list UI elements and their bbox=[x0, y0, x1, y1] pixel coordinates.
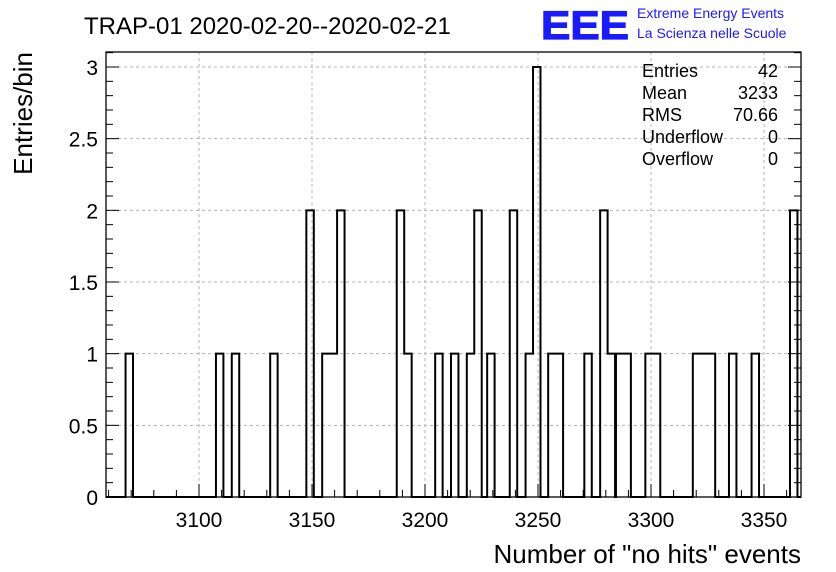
histogram-bin bbox=[126, 354, 133, 497]
stats-entries-label: Entries bbox=[642, 61, 698, 81]
x-tick-label: 3200 bbox=[402, 509, 449, 532]
stats-overflow-value: 0 bbox=[768, 149, 778, 169]
stats-overflow-label: Overflow bbox=[642, 149, 714, 169]
y-axis-title: Entries/bin bbox=[8, 52, 38, 175]
chart-title: TRAP-01 2020-02-20--2020-02-21 bbox=[84, 13, 451, 40]
logo-line2: La Scienza nelle Scuole bbox=[637, 25, 787, 41]
histogram-bin bbox=[608, 354, 615, 497]
histogram-bin bbox=[700, 354, 707, 497]
histogram-bin bbox=[584, 354, 591, 497]
y-tick-label: 0.5 bbox=[69, 415, 98, 438]
histogram-bin bbox=[330, 354, 337, 497]
histogram-bin bbox=[548, 354, 555, 497]
y-tick-labels: 0 0.5 1 1.5 2 2.5 3 bbox=[69, 57, 98, 510]
y-tick-label: 2.5 bbox=[69, 129, 98, 152]
histogram-bin bbox=[397, 210, 404, 497]
stats-rms-label: RMS bbox=[642, 105, 682, 125]
y-tick-label: 3 bbox=[86, 57, 98, 80]
histogram-bin bbox=[487, 354, 494, 497]
stats-rms-value: 70.66 bbox=[733, 105, 778, 125]
y-tick-label: 2 bbox=[86, 200, 98, 223]
histogram-bin bbox=[526, 354, 533, 497]
plot-frame bbox=[105, 51, 802, 498]
histogram-bin bbox=[435, 354, 442, 497]
y-tick-label: 0 bbox=[86, 487, 98, 510]
histogram-bin bbox=[623, 354, 630, 497]
stats-underflow-label: Underflow bbox=[642, 127, 724, 147]
axis-ticks bbox=[106, 52, 801, 498]
eee-logo: EEE Extreme Energy Events La Scienza nel… bbox=[540, 3, 787, 48]
histogram-bin bbox=[729, 354, 736, 497]
histogram-bin bbox=[556, 354, 563, 497]
logo-mark: EEE bbox=[541, 4, 629, 48]
y-tick-label: 1 bbox=[86, 344, 98, 367]
x-tick-label: 3250 bbox=[515, 509, 562, 532]
histogram-bin bbox=[216, 354, 223, 497]
histogram-bin bbox=[232, 354, 239, 497]
histogram-bin bbox=[708, 354, 715, 497]
x-tick-labels: 3100 3150 3200 3250 3300 3350 bbox=[176, 509, 788, 532]
stats-entries-value: 42 bbox=[758, 61, 778, 81]
histogram-bin bbox=[322, 354, 329, 497]
histogram-bin bbox=[752, 354, 759, 497]
x-tick-label: 3100 bbox=[176, 509, 223, 532]
histogram-bin bbox=[337, 210, 344, 497]
y-tick-label: 1.5 bbox=[69, 272, 98, 295]
logo-line1: Extreme Energy Events bbox=[637, 5, 784, 21]
histogram-bin bbox=[645, 354, 652, 497]
x-tick-label: 3300 bbox=[628, 509, 675, 532]
x-tick-label: 3350 bbox=[741, 509, 788, 532]
histogram-bin bbox=[693, 354, 700, 497]
histogram-bin bbox=[533, 67, 540, 497]
stats-box: Entries 42 Mean 3233 RMS 70.66 Underflow… bbox=[642, 61, 778, 169]
histogram-bin bbox=[467, 354, 474, 497]
histogram-bin bbox=[616, 354, 623, 497]
histogram-bin bbox=[306, 210, 313, 497]
histogram-bin bbox=[451, 354, 458, 497]
stats-underflow-value: 0 bbox=[768, 127, 778, 147]
stats-mean-label: Mean bbox=[642, 83, 687, 103]
histogram-bin bbox=[600, 210, 607, 497]
histogram-bin bbox=[653, 354, 660, 497]
x-axis-title: Number of "no hits" events bbox=[494, 539, 802, 569]
histogram-bin bbox=[510, 210, 517, 497]
histogram-bin bbox=[270, 354, 277, 497]
histogram-bin bbox=[404, 354, 411, 497]
histogram-bin bbox=[790, 210, 797, 497]
histogram-bin bbox=[474, 210, 481, 497]
stats-mean-value: 3233 bbox=[738, 83, 778, 103]
histogram-outline bbox=[106, 66, 801, 498]
x-tick-label: 3150 bbox=[289, 509, 336, 532]
